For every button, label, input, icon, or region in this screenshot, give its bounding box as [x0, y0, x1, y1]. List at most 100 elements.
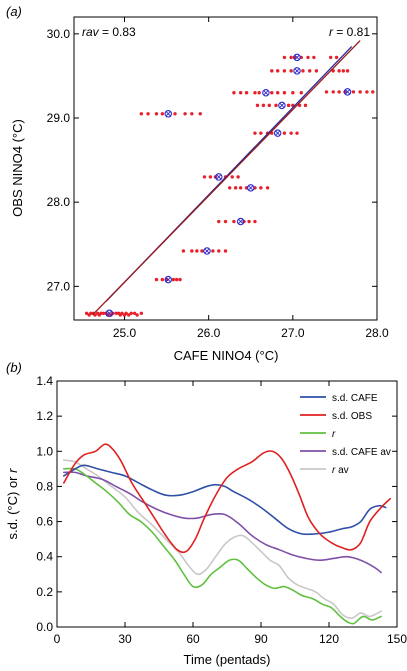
line-y-tick-label: 1.4 — [36, 374, 53, 388]
ensemble-mean-marker — [273, 129, 282, 137]
r-annotation: r = 0.81 — [329, 25, 370, 39]
line-x-tick-label: 30 — [118, 632, 132, 646]
member-point — [173, 112, 177, 116]
member-point — [171, 277, 176, 282]
member-point — [236, 175, 240, 179]
member-point — [267, 103, 271, 108]
line-series — [63, 443, 391, 625]
ensemble-mean-marker — [293, 67, 301, 75]
ensemble-mean-marker — [215, 173, 223, 181]
series-line-s-d-cafe — [63, 464, 387, 536]
scatter-y-tick-label: 28.0 — [47, 195, 71, 209]
member-point — [178, 277, 182, 282]
series-line-r — [63, 467, 382, 625]
line-y-tick-label: 1.0 — [36, 444, 53, 458]
member-point — [198, 112, 202, 116]
member-point — [275, 91, 280, 95]
line-y-axis-label: s.d. (°C) or r — [5, 468, 20, 540]
ensemble-mean-points — [105, 53, 352, 318]
member-point — [247, 219, 251, 224]
member-point — [87, 313, 91, 317]
member-point — [122, 313, 127, 317]
member-point — [127, 313, 131, 317]
member-point — [282, 91, 287, 95]
member-point — [312, 55, 316, 60]
ensemble-mean-marker — [236, 217, 245, 226]
member-point — [331, 69, 335, 73]
panel-a-label: (a) — [6, 4, 22, 19]
line-y-tick-label: 0.0 — [36, 620, 53, 634]
member-point — [334, 55, 339, 60]
member-point — [129, 311, 133, 315]
scatter-y-axis-label: OBS NINO4 (°C) — [10, 119, 25, 217]
member-point — [261, 103, 266, 108]
regression-lines — [92, 40, 361, 316]
member-point — [195, 249, 199, 253]
member-point — [303, 103, 308, 108]
legend-item-r: r — [300, 429, 336, 440]
member-point — [291, 91, 295, 95]
member-point — [282, 69, 287, 73]
member-point — [337, 90, 341, 94]
member-point — [97, 313, 101, 317]
member-point — [233, 186, 238, 190]
member-point — [160, 277, 165, 282]
legend-label: s.d. OBS — [332, 411, 372, 422]
member-point — [223, 249, 228, 253]
legend-item-r-av: r av — [300, 465, 349, 476]
member-point — [306, 55, 310, 60]
ensemble-member-points — [84, 55, 375, 317]
ensemble-mean-marker — [278, 101, 286, 110]
legend-label: s.d. CAFE — [332, 393, 378, 404]
line-x-tick-label: 150 — [387, 632, 407, 646]
legend-label: s.d. CAFE av — [332, 447, 391, 458]
member-point — [84, 311, 89, 315]
line-x-tick-label: 60 — [186, 632, 200, 646]
scatter-y-tick-label: 30.0 — [47, 27, 71, 41]
member-point — [118, 313, 122, 317]
legend-label: r — [332, 429, 336, 440]
member-point — [341, 69, 346, 73]
member-point — [190, 249, 194, 253]
line-y-tick-label: 0.6 — [36, 515, 53, 529]
member-point — [139, 311, 144, 315]
member-point — [274, 103, 278, 108]
member-point — [301, 69, 305, 73]
line-plot-frame — [56, 380, 398, 628]
legend-item-s-d-obs: s.d. OBS — [300, 411, 372, 422]
member-point — [289, 131, 293, 135]
rav-annotation: rav = 0.83 — [82, 25, 136, 39]
member-point — [132, 311, 137, 315]
member-point — [297, 103, 302, 108]
member-point — [238, 186, 243, 190]
member-point — [329, 55, 333, 60]
member-point — [358, 90, 362, 94]
member-point — [337, 69, 341, 73]
member-point — [114, 311, 118, 315]
member-point — [286, 103, 291, 108]
scatter-y-tick-label: 29.0 — [47, 111, 71, 125]
ensemble-mean-marker — [164, 275, 173, 284]
member-point — [282, 55, 287, 60]
member-point — [255, 103, 260, 108]
line-y-tick-label: 0.2 — [36, 585, 53, 599]
ensemble-mean-marker — [293, 53, 301, 62]
line-x-tick-label: 0 — [54, 632, 61, 646]
member-point — [160, 112, 165, 116]
member-point — [345, 69, 350, 73]
line-y-tick-label: 0.4 — [36, 550, 53, 564]
member-point — [244, 91, 249, 95]
member-point — [230, 175, 234, 179]
member-point — [270, 69, 274, 73]
legend-item-s-d-cafe: s.d. CAFE — [300, 393, 378, 404]
scatter-y-tick-label: 27.0 — [47, 279, 71, 293]
member-point — [289, 55, 293, 60]
member-point — [154, 112, 159, 116]
member-point — [351, 90, 356, 94]
member-point — [265, 186, 270, 190]
legend-item-s-d-cafe-av: s.d. CAFE av — [300, 447, 391, 458]
member-point — [202, 175, 207, 179]
member-point — [307, 69, 312, 73]
member-point — [232, 91, 236, 95]
